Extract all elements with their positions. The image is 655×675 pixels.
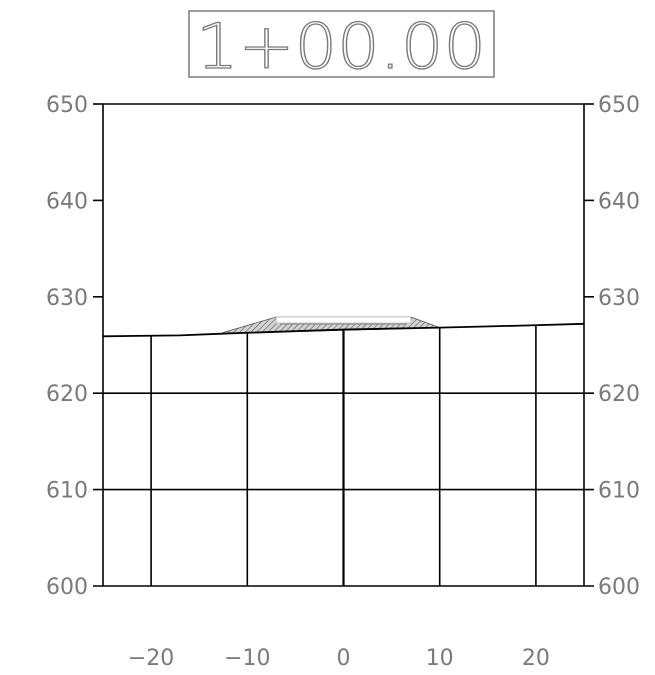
station-title: 1+00.00: [196, 10, 486, 83]
road-section: [222, 316, 440, 335]
x-tick-label: −20: [128, 646, 174, 671]
y-tick-label-right: 650: [598, 93, 640, 118]
y-tick-label-left: 620: [46, 382, 88, 407]
x-tick-label: 20: [522, 646, 550, 671]
grid: [93, 103, 594, 587]
y-tick-label-left: 600: [46, 575, 88, 600]
y-tick-label-left: 610: [46, 479, 88, 504]
pavement-surface: [275, 316, 412, 324]
x-tick-label: 0: [337, 646, 351, 671]
y-tick-label-right: 610: [598, 479, 640, 504]
y-axis-right-labels: 650 640 630 620 610 600: [598, 93, 640, 600]
y-tick-label-left: 630: [46, 286, 88, 311]
y-tick-label-right: 600: [598, 575, 640, 600]
y-tick-label-left: 640: [46, 189, 88, 214]
station-title-frame: [188, 10, 495, 78]
y-tick-label-right: 640: [598, 189, 640, 214]
station-title-box: 1+00.00: [188, 9, 495, 84]
existing-ground: [102, 322, 585, 338]
y-tick-label-right: 630: [598, 286, 640, 311]
x-axis-labels: −20 −10 0 10 20: [128, 646, 550, 671]
ground-line: [102, 322, 585, 338]
x-tick-label: −10: [224, 646, 270, 671]
y-tick-label-left: 650: [46, 93, 88, 118]
y-axis-left-labels: 650 640 630 620 610 600: [46, 93, 88, 600]
x-tick-label: 10: [426, 646, 454, 671]
y-tick-label-right: 620: [598, 382, 640, 407]
